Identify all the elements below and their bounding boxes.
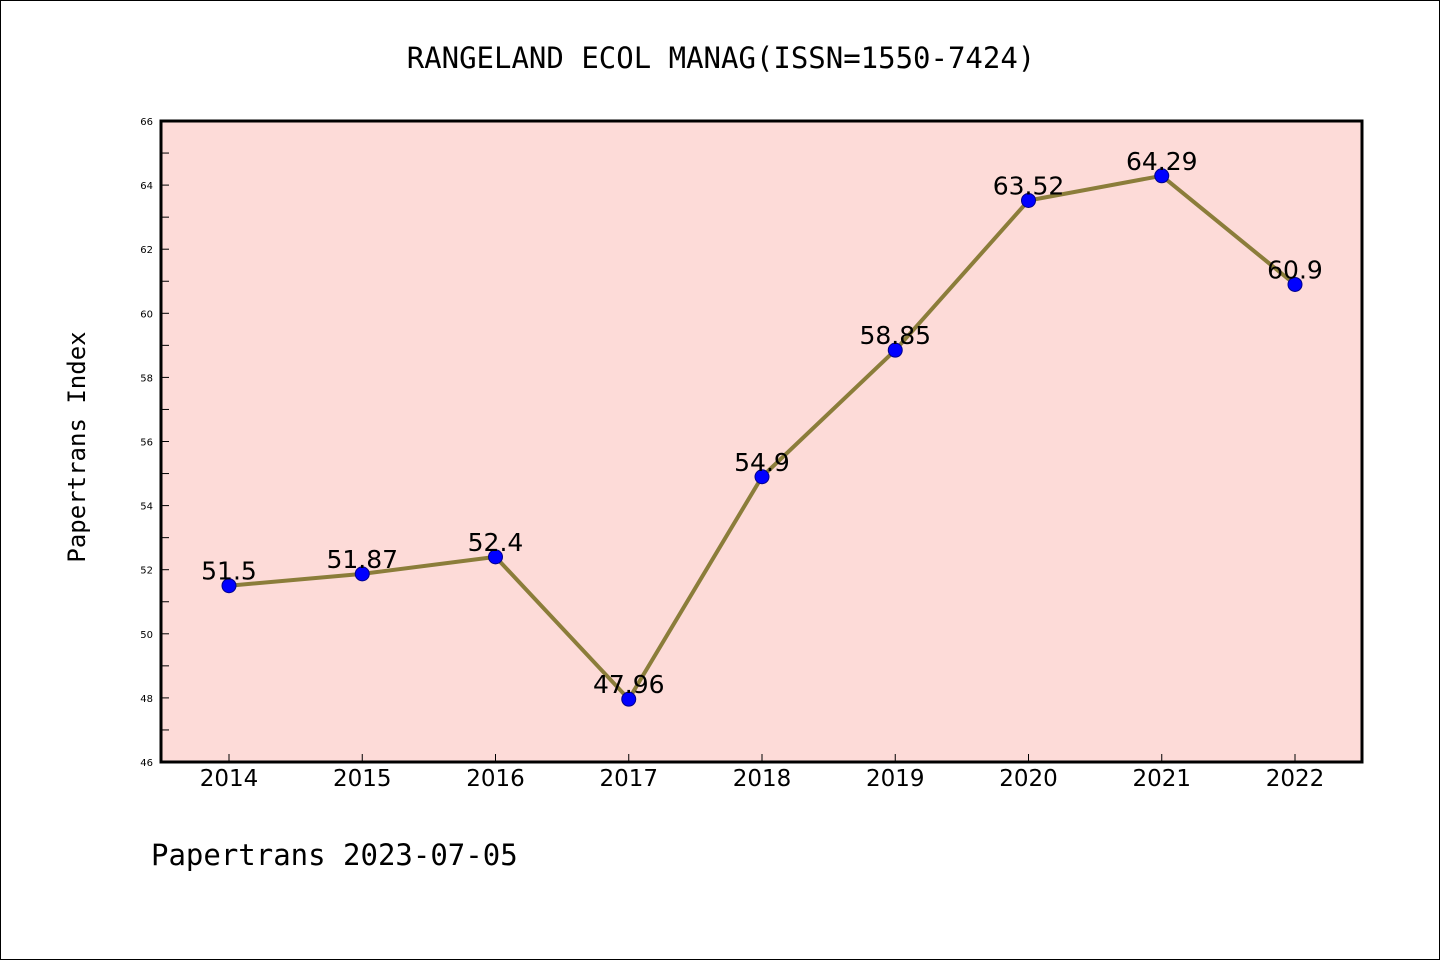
y-tick-label: 48 (140, 694, 153, 705)
y-tick-label: 62 (140, 245, 153, 256)
data-point (621, 691, 637, 707)
x-tick-label: 2020 (999, 766, 1058, 792)
data-label: 54.9 (734, 448, 790, 477)
data-label: 52.4 (468, 528, 524, 557)
x-tick-label: 2018 (733, 766, 792, 792)
data-point (488, 549, 503, 565)
x-tick-label: 2021 (1132, 766, 1191, 792)
x-tick-label: 2014 (200, 766, 259, 792)
y-tick-label: 46 (140, 758, 153, 769)
plot-area (159, 119, 1364, 764)
y-tick-label: 58 (140, 373, 153, 384)
y-tick-label: 54 (140, 502, 153, 513)
data-point (754, 469, 770, 485)
y-tick-label: 60 (140, 309, 153, 320)
data-point (221, 578, 237, 594)
y-tick-label: 66 (140, 117, 153, 128)
x-tick-label: 2016 (466, 766, 525, 792)
data-labels: 51.5 51.87 52.4 47.96 54.9 58.85 63.52 64.29 60.… (201, 147, 1323, 699)
data-label: 51.87 (326, 545, 398, 574)
y-tick-label: 50 (140, 630, 153, 641)
data-label: 63.52 (993, 171, 1065, 200)
x-tick-label: 2019 (866, 766, 925, 792)
y-axis: 46 48 50 52 54 56 58 60 62 64 66 (140, 117, 169, 769)
y-tick-label: 56 (140, 438, 153, 449)
data-label: 47.96 (593, 670, 665, 699)
data-label: 58.85 (859, 321, 931, 350)
chart-title: RANGELAND ECOL MANAG(ISSN=1550-7424) (407, 41, 1036, 75)
data-label: 64.29 (1126, 147, 1198, 176)
x-axis: 2014 2015 2016 2017 2018 2019 2020 2021 2022 (200, 754, 1325, 792)
y-tick-label: 64 (140, 181, 153, 192)
x-tick-label: 2022 (1266, 766, 1325, 792)
y-tick-label: 52 (140, 566, 153, 577)
data-label: 60.9 (1267, 255, 1323, 284)
data-point (887, 342, 903, 358)
x-tick-label: 2017 (599, 766, 658, 792)
data-point (354, 566, 370, 582)
data-point (1287, 276, 1303, 292)
y-axis-label: Papertrans Index (63, 331, 91, 562)
series-layer (221, 168, 1303, 707)
data-point (1021, 192, 1036, 208)
data-label: 51.5 (201, 557, 257, 586)
x-tick-label: 2015 (333, 766, 392, 792)
footer-text: Papertrans 2023-07-05 (151, 838, 518, 872)
data-point (1154, 168, 1170, 184)
